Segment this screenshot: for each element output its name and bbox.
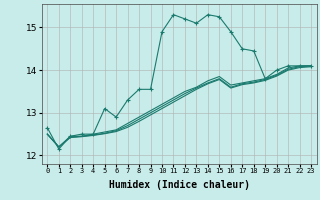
X-axis label: Humidex (Indice chaleur): Humidex (Indice chaleur) (109, 180, 250, 190)
